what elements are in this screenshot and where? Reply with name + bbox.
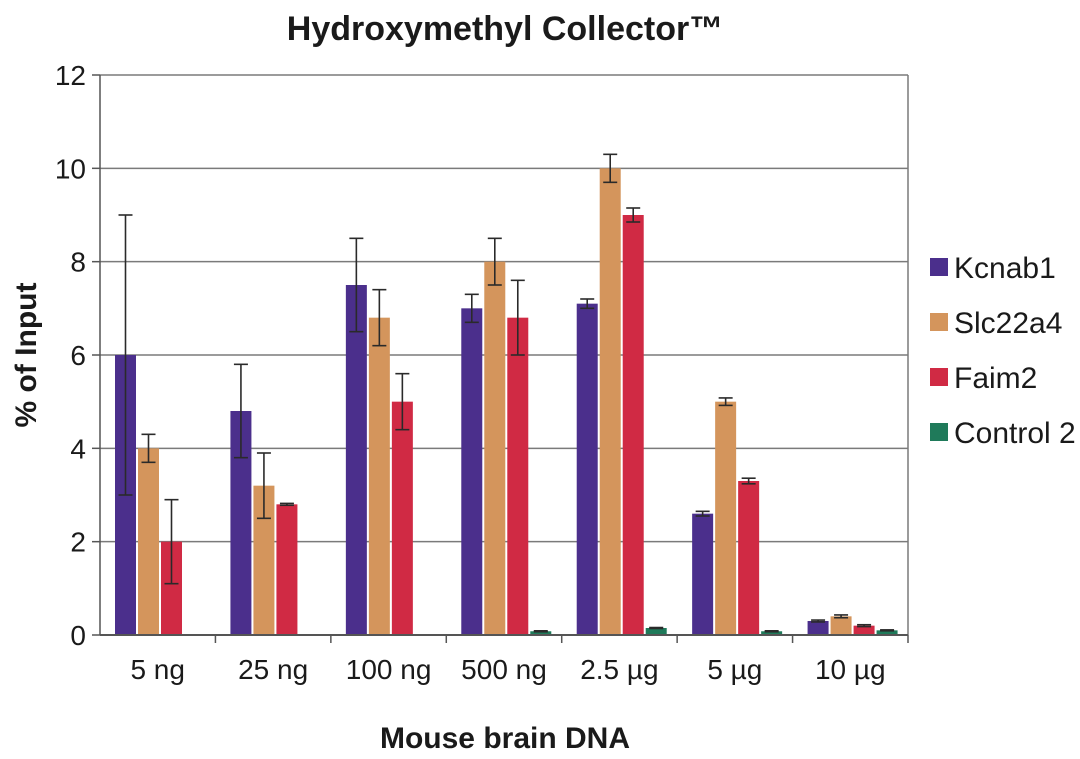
y-axis-title: % of Input: [10, 283, 43, 428]
bar-slc22a4: [830, 616, 852, 635]
x-tick-label: 500 ng: [461, 654, 547, 685]
bar-control-2: [530, 631, 552, 635]
legend-label: Slc22a4: [954, 307, 1062, 340]
legend-swatch-faim2: [930, 368, 948, 386]
x-tick-label: 2.5 µg: [580, 654, 658, 685]
legend-label: Faim2: [954, 362, 1037, 395]
x-tick-labels: 5 ng 25 ng 100 ng 500 ng 2.5 µg 5 µg 10 µg: [130, 654, 885, 685]
bar-slc22a4: [715, 401, 737, 635]
bar-kcnab1: [230, 411, 252, 635]
legend-swatch-slc22a4: [930, 313, 948, 331]
bar-faim2: [161, 541, 182, 635]
y-tick-label: 2: [70, 527, 86, 558]
axes-group: [99, 75, 909, 643]
bar-slc22a4: [484, 261, 506, 635]
bar-slc22a4: [253, 485, 275, 635]
bars-group: [115, 168, 898, 636]
bar-faim2: [507, 317, 529, 635]
y-tick-label: 10: [55, 153, 86, 184]
y-tick-label: 6: [70, 340, 86, 371]
x-tick-label: 100 ng: [346, 654, 432, 685]
bar-faim2: [391, 401, 413, 635]
chart-title: Hydroxymethyl Collector™: [287, 10, 723, 48]
bar-kcnab1: [345, 285, 367, 635]
bar-slc22a4: [599, 168, 621, 636]
legend-label: Control 2: [954, 417, 1076, 450]
bar-kcnab1: [576, 303, 598, 635]
x-tick-label: 10 µg: [815, 654, 886, 685]
bar-kcnab1: [692, 513, 714, 635]
y-tick-label: 8: [70, 247, 86, 278]
y-tick-labels: 0 2 4 6 8 10 12: [55, 60, 86, 651]
y-tick-label: 12: [55, 60, 86, 91]
bar-faim2: [738, 481, 760, 635]
bar-faim2: [276, 504, 298, 635]
bar-slc22a4: [368, 317, 390, 635]
bar-kcnab1: [807, 621, 829, 635]
error-bars-group: [118, 153, 895, 633]
bar-control-2: [876, 630, 898, 635]
bar-control-2: [761, 631, 783, 635]
legend: Kcnab1 Slc22a4 Faim2 Control 2: [930, 252, 1076, 450]
y-tick-label: 0: [70, 620, 86, 651]
x-axis-title: Mouse brain DNA: [380, 722, 630, 755]
x-tick-label: 5 ng: [130, 654, 185, 685]
legend-swatch-kcnab1: [930, 258, 948, 276]
y-tick-label: 4: [70, 433, 86, 464]
legend-swatch-control-2: [930, 423, 948, 441]
x-tick-label: 5 µg: [707, 654, 762, 685]
bar-faim2: [853, 625, 875, 635]
bar-faim2: [622, 215, 644, 635]
bar-kcnab1: [461, 308, 483, 635]
x-tick-label: 25 ng: [238, 654, 308, 685]
bar-control-2: [645, 628, 667, 635]
legend-label: Kcnab1: [954, 252, 1056, 285]
bar-slc22a4: [138, 448, 159, 635]
